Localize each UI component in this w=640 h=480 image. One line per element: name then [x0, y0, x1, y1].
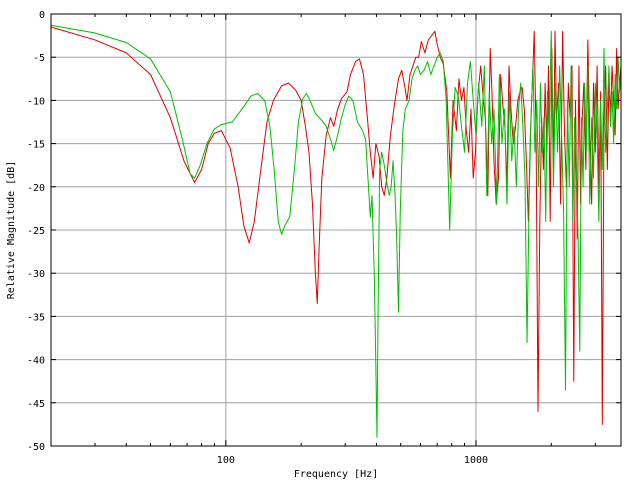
y-axis-label: Relative Magnitude [dB] [6, 161, 17, 299]
y-tick-label: -15 [27, 140, 45, 151]
y-tick-label: -25 [27, 226, 45, 237]
y-tick-label: -50 [27, 442, 45, 453]
series-line-1 [50, 26, 622, 425]
y-tick-label: -5 [33, 53, 45, 64]
y-tick-label: 0 [39, 10, 45, 21]
series-layer [50, 24, 622, 438]
tick-layer: 0 -5 -10 -15 -20 -25 -30 -35 -40 -45 -50 100 1000 [27, 10, 621, 466]
y-tick-label: -40 [27, 356, 45, 367]
y-tick-label: -20 [27, 183, 45, 194]
y-tick-label: -45 [27, 399, 45, 410]
series-line-2 [50, 24, 622, 438]
x-tick-label: 100 [217, 455, 235, 466]
x-tick-label: 1000 [464, 455, 488, 466]
y-tick-label: -30 [27, 269, 45, 280]
y-tick-label: -10 [27, 96, 45, 107]
x-axis-label: Frequency [Hz] [294, 469, 378, 480]
y-tick-label: -35 [27, 312, 45, 323]
